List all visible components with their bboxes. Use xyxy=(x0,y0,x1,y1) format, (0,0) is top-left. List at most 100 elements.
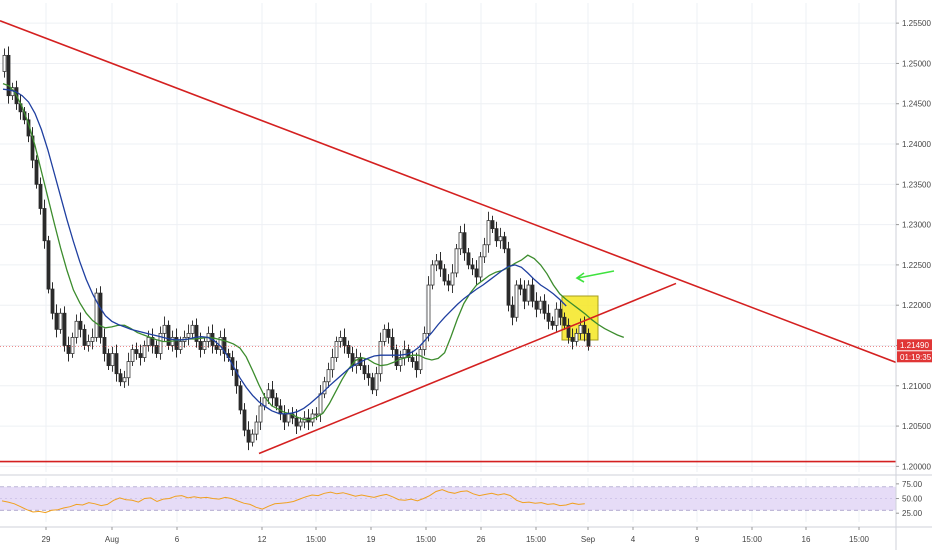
candle-down xyxy=(42,208,47,242)
candle-down xyxy=(522,288,527,302)
price-tick-label: 1.25500 xyxy=(902,19,931,28)
candle-down xyxy=(214,345,219,350)
price-tick-label: 1.20500 xyxy=(902,422,931,431)
candle-up xyxy=(258,405,263,423)
descending-resistance-line xyxy=(0,19,897,364)
last-price-tag-bg xyxy=(897,339,932,351)
candle-up xyxy=(382,328,387,342)
time-tick-label: 16 xyxy=(802,535,811,544)
candle-down xyxy=(442,268,447,282)
candle-down xyxy=(46,240,51,290)
candle-down xyxy=(154,345,159,354)
candle-down xyxy=(34,159,39,185)
candle-up xyxy=(326,369,331,383)
trendlines-layer xyxy=(0,19,897,463)
candle-up xyxy=(434,260,439,266)
candle-up xyxy=(254,421,259,435)
candle-down xyxy=(346,345,351,354)
rsi-pane xyxy=(0,486,896,514)
candle-down xyxy=(138,353,143,358)
candle-down xyxy=(386,328,391,338)
candle-down xyxy=(546,312,551,322)
candle-down xyxy=(390,337,395,350)
candle-down xyxy=(194,324,199,342)
candle-down xyxy=(466,252,471,266)
time-tick-label: 15:00 xyxy=(742,535,763,544)
candle-down xyxy=(50,288,55,314)
candle-up xyxy=(374,373,379,391)
candle-up xyxy=(250,433,255,443)
candle-up xyxy=(450,272,455,286)
candle-up xyxy=(74,320,79,338)
candle-up xyxy=(94,292,99,338)
candle-up xyxy=(574,332,579,342)
candle-down xyxy=(114,353,119,375)
candle-down xyxy=(342,337,347,346)
candle-down xyxy=(166,324,171,346)
annotation-arrow-head xyxy=(575,272,585,283)
candle-up xyxy=(378,341,383,375)
price-tick-label: 1.23000 xyxy=(902,221,931,230)
candle-up xyxy=(482,244,487,258)
candle-up xyxy=(486,220,491,246)
candle-down xyxy=(102,337,107,354)
candle-down xyxy=(246,429,251,443)
price-tick-label: 1.22000 xyxy=(902,301,931,310)
moving-average-green xyxy=(2,82,625,421)
candle-down xyxy=(470,264,475,270)
candle-up xyxy=(58,312,63,330)
moving-averages-layer xyxy=(2,82,625,421)
candle-up xyxy=(126,361,131,379)
time-tick-label: 26 xyxy=(477,535,486,544)
candle-down xyxy=(438,260,443,270)
candle-up xyxy=(86,341,91,346)
candle-down xyxy=(506,248,511,306)
candle-down xyxy=(78,320,83,330)
time-tick-label: 15:00 xyxy=(306,535,327,544)
annotation-arrow-shaft xyxy=(577,270,615,279)
candle-down xyxy=(198,341,203,350)
candle-up xyxy=(334,341,339,358)
candle-up xyxy=(314,413,319,416)
candle-down xyxy=(474,268,479,278)
candle-down xyxy=(490,220,495,230)
candle-up xyxy=(554,308,559,326)
candle-down xyxy=(134,349,139,354)
candle-down xyxy=(6,54,11,97)
candle-up xyxy=(90,337,95,342)
candle-down xyxy=(222,337,227,354)
last-price-tag: 1.21490 01:19:35 xyxy=(897,339,932,363)
rsi-tick-label: 75.00 xyxy=(902,480,923,489)
candle-up xyxy=(458,232,463,250)
price-tick-label: 1.20000 xyxy=(902,462,931,471)
candle-up xyxy=(158,332,163,354)
candle-up xyxy=(130,349,135,362)
candle-down xyxy=(270,389,275,399)
candle-down xyxy=(566,324,571,338)
last-price-label: 1.21490 xyxy=(900,341,929,350)
candle-down xyxy=(362,365,367,375)
candle-up xyxy=(478,256,483,278)
time-tick-label: 12 xyxy=(258,535,267,544)
price-tick-label: 1.21000 xyxy=(902,382,931,391)
time-tick-label: 15:00 xyxy=(849,535,870,544)
candle-down xyxy=(234,369,239,387)
candle-up xyxy=(402,349,407,358)
candle-up xyxy=(70,337,75,354)
candle-down xyxy=(542,300,547,314)
candle-up xyxy=(526,284,531,302)
candle-up xyxy=(330,357,335,371)
candle-down xyxy=(54,312,59,330)
candle-down xyxy=(238,385,243,411)
candle-up xyxy=(322,381,327,395)
candle-up xyxy=(122,377,127,383)
candles-layer xyxy=(2,46,591,451)
candle-up xyxy=(498,236,503,242)
time-tick-label: 15:00 xyxy=(526,535,547,544)
candle-down xyxy=(518,284,523,290)
candle-down xyxy=(106,353,111,367)
candle-down xyxy=(242,409,247,431)
candle-down xyxy=(38,183,43,209)
